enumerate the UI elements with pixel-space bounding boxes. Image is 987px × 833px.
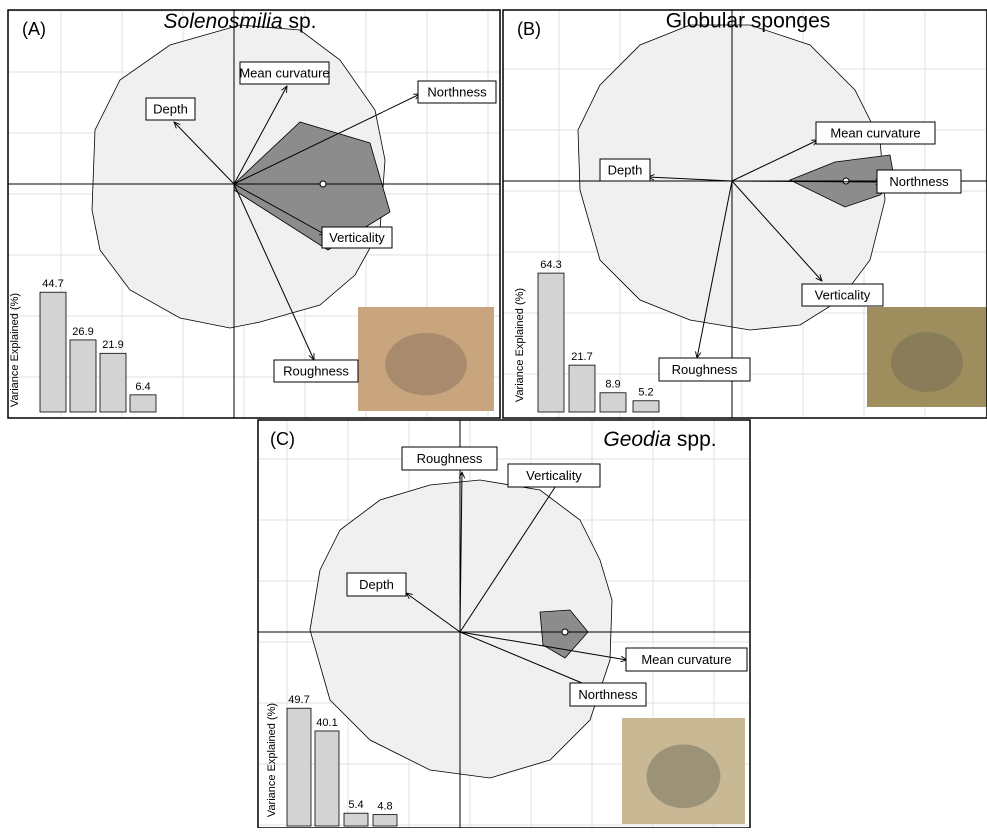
bar <box>600 393 626 412</box>
figure: Depth Mean curvature Northness Verticality R… <box>0 0 987 828</box>
variable-label: Mean curvature <box>641 652 731 667</box>
variable-label: Depth <box>359 577 394 592</box>
panel-title: Solenosmilia sp. <box>164 10 317 33</box>
value-label: 49.7 <box>288 694 309 706</box>
bar <box>633 401 659 412</box>
value-label: 40.1 <box>316 717 337 729</box>
value-label: 6.4 <box>135 381 150 393</box>
value-label: 64.3 <box>540 259 561 271</box>
panel: Depth Mean curvature Northness Verticality R… <box>503 10 987 418</box>
variable-label: Verticality <box>815 287 871 302</box>
title-italic: Solenosmilia <box>164 10 283 33</box>
panel-label: (C) <box>270 429 295 449</box>
photo-detail <box>385 333 467 395</box>
bar <box>130 395 156 412</box>
bar <box>373 815 397 826</box>
value-label: 5.4 <box>348 799 363 811</box>
variable-label: Northness <box>427 84 487 99</box>
bar <box>40 292 66 412</box>
panel-label: (A) <box>22 19 46 39</box>
panel-label: (B) <box>517 19 541 39</box>
species-centroid <box>320 181 326 187</box>
panel: Depth Mean curvature Northness Verticality R… <box>8 10 500 418</box>
y-axis-label: Variance Explained (%) <box>266 703 278 817</box>
value-label: 4.8 <box>377 801 392 813</box>
variable-label: Mean curvature <box>239 65 329 80</box>
panel-title: Globular sponges <box>666 10 831 33</box>
panel-title: Geodia spp. <box>603 428 716 451</box>
value-label: 5.2 <box>638 387 653 399</box>
photo-detail <box>647 745 721 809</box>
bar <box>315 731 339 826</box>
title-rest: sp. <box>288 10 316 33</box>
variable-label: Mean curvature <box>830 125 920 140</box>
bar <box>538 273 564 412</box>
variable-label: Roughness <box>672 362 738 377</box>
value-label: 21.7 <box>571 351 592 363</box>
value-label: 21.9 <box>102 339 123 351</box>
bar <box>100 353 126 412</box>
variable-label: Depth <box>608 162 643 177</box>
variable-label: Roughness <box>283 363 349 378</box>
title-rest: spp. <box>677 428 717 451</box>
variable-label: Northness <box>578 687 638 702</box>
value-label: 44.7 <box>42 278 63 290</box>
y-axis-label: Variance Explained (%) <box>9 293 21 407</box>
variable-label: Depth <box>153 101 188 116</box>
variable-label: Verticality <box>329 230 385 245</box>
variable-label: Northness <box>889 174 949 189</box>
bar <box>569 365 595 412</box>
photo-detail <box>891 332 963 392</box>
value-label: 8.9 <box>605 379 620 391</box>
value-label: 26.9 <box>72 326 93 338</box>
bar <box>287 708 311 826</box>
bar <box>70 340 96 412</box>
title-italic: Geodia <box>603 428 671 451</box>
bar <box>344 813 368 826</box>
variable-label: Verticality <box>526 468 582 483</box>
variable-label: Roughness <box>417 451 483 466</box>
panel: Depth Mean curvature Northness Verticality R… <box>258 420 750 828</box>
species-centroid <box>562 629 568 635</box>
y-axis-label: Variance Explained (%) <box>514 288 526 402</box>
species-centroid <box>843 178 849 184</box>
